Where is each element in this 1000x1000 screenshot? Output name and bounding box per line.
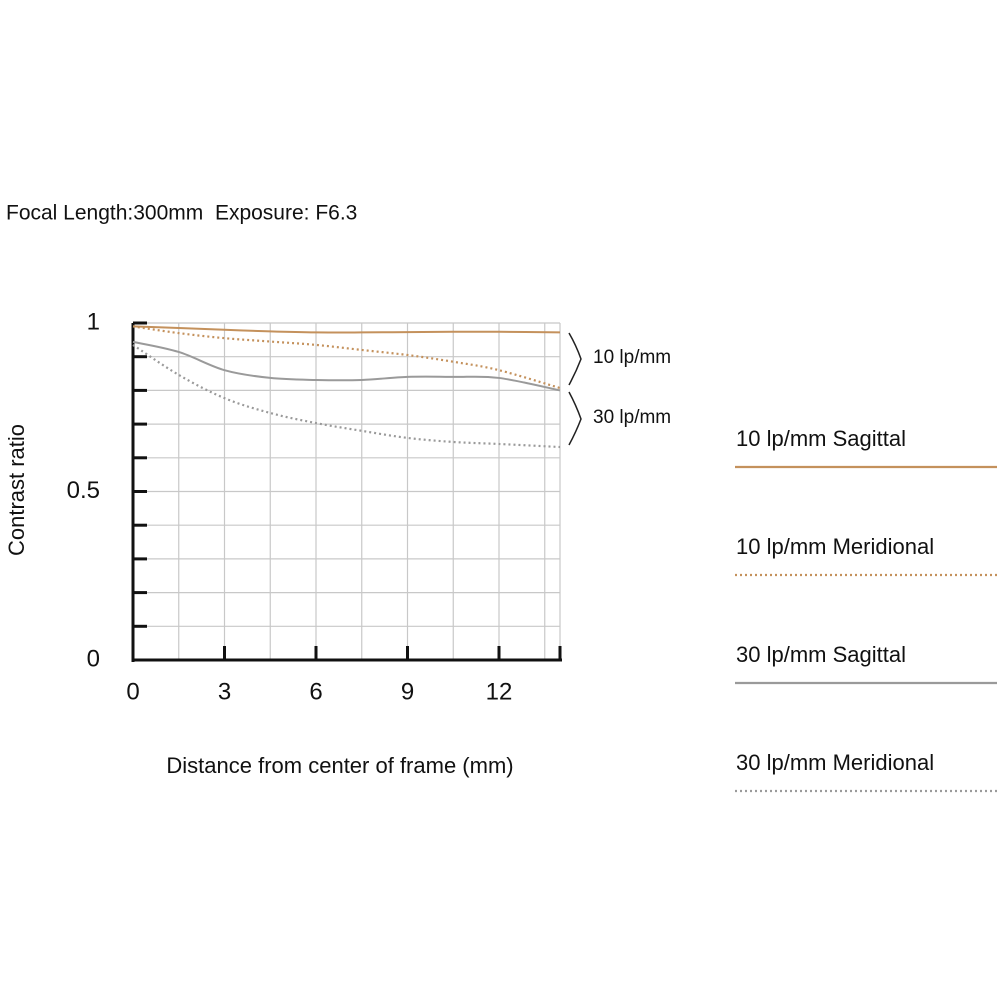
legend-label: 10 lp/mm Sagittal bbox=[736, 426, 906, 451]
series-line bbox=[132, 340, 561, 392]
chart-title: Focal Length:300mm Exposure: F6.3 bbox=[6, 202, 357, 225]
annotation: 30 lp/mm bbox=[593, 407, 671, 428]
annotation: 10 lp/mm bbox=[593, 347, 671, 368]
brace bbox=[568, 391, 582, 446]
x-tick-label: 0 bbox=[126, 678, 139, 705]
y-tick-label: 0.5 bbox=[67, 477, 100, 504]
y-tick-label: 1 bbox=[87, 308, 100, 335]
brace bbox=[568, 332, 582, 386]
x-axis-label: Distance from center of frame (mm) bbox=[166, 753, 513, 778]
x-tick-label: 12 bbox=[486, 678, 513, 705]
x-tick-label: 3 bbox=[218, 678, 231, 705]
series-line bbox=[132, 343, 561, 449]
y-tick-label: 0 bbox=[87, 645, 100, 672]
legend-label: 30 lp/mm Meridional bbox=[736, 750, 934, 775]
x-tick-label: 6 bbox=[309, 678, 322, 705]
y-axis-label: Contrast ratio bbox=[4, 424, 29, 556]
legend-label: 30 lp/mm Sagittal bbox=[736, 642, 906, 667]
series-line bbox=[132, 325, 561, 334]
legend-label: 10 lp/mm Meridional bbox=[736, 534, 934, 559]
x-tick-label: 9 bbox=[401, 678, 414, 705]
